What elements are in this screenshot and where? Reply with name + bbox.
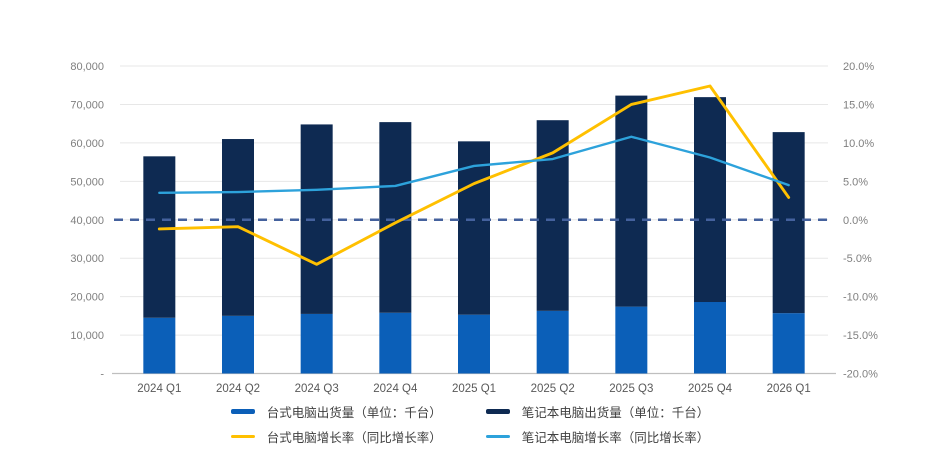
legend-label-notebook-shipments: 笔记本电脑出货量（单位：千台） — [521, 406, 710, 420]
legend-swatch-desktop-shipments — [230, 409, 255, 414]
left-axis-tick-label: 30,000 — [70, 253, 104, 265]
bar-segment-desktop — [222, 315, 254, 374]
left-axis-tick-label: - — [100, 369, 104, 381]
left-axis-tick-label: 40,000 — [70, 215, 104, 227]
bar-segment-desktop — [536, 310, 569, 374]
x-axis-category-label: 2026 Q1 — [767, 383, 811, 395]
legend-swatch-notebook-growth — [485, 435, 510, 438]
bar-segment-notebook — [143, 156, 176, 318]
desktop-growth-line — [157, 84, 791, 266]
legend-item-notebook-growth: 笔记本电脑增长率（同比增长率） — [485, 427, 710, 446]
right-axis-tick-label: -10.0% — [843, 292, 878, 304]
notebook-growth-line — [158, 135, 790, 195]
legend-label-desktop-growth: 台式电脑增长率（同比增长率） — [266, 431, 442, 445]
right-axis-tick-label: -20.0% — [843, 369, 878, 381]
right-axis-tick-label: 5.0% — [843, 176, 868, 188]
x-axis-category-label: 2025 Q3 — [609, 383, 653, 395]
legend-label-desktop-shipments: 台式电脑出货量（单位：千台） — [266, 406, 442, 420]
left-axis-tick-label: 20,000 — [70, 292, 104, 304]
x-axis-category-label: 2025 Q2 — [531, 383, 575, 395]
bar-segment-notebook — [772, 132, 805, 314]
legend-item-desktop-growth: 台式电脑增长率（同比增长率） — [230, 427, 442, 446]
legend-item-notebook-shipments: 笔记本电脑出货量（单位：千台） — [485, 402, 710, 421]
bar-segment-desktop — [772, 313, 805, 374]
left-axis-tick-label: 70,000 — [70, 99, 104, 111]
bar-segment-notebook — [536, 120, 569, 311]
bar-segment-notebook — [615, 95, 648, 307]
left-axis-tick-label: 10,000 — [70, 330, 104, 342]
left-axis-tick-label: 50,000 — [70, 176, 104, 188]
x-axis-category-label: 2025 Q1 — [452, 383, 496, 395]
legend-item-desktop-shipments: 台式电脑出货量（单位：千台） — [230, 402, 442, 421]
bar-segment-desktop — [300, 313, 333, 374]
x-axis-category-label: 2024 Q4 — [373, 383, 418, 395]
right-axis-tick-label: 20.0% — [843, 61, 874, 73]
x-axis-category-label: 2024 Q3 — [295, 383, 339, 395]
bar-segment-notebook — [458, 141, 490, 315]
bar-segment-desktop — [458, 314, 490, 374]
bar-segment-desktop — [143, 317, 176, 374]
left-axis-tick-label: 80,000 — [70, 61, 104, 73]
right-axis-tick-label: 10.0% — [843, 138, 874, 150]
legend-grid: 台式电脑出货量（单位：千台） 笔记本电脑出货量（单位：千台） 台式电脑增长率（同… — [230, 402, 710, 446]
right-axis-tick-label: 0.0% — [843, 215, 868, 227]
legend-label-notebook-growth: 笔记本电脑增长率（同比增长率） — [521, 431, 710, 445]
left-axis-tick-label: 60,000 — [70, 138, 104, 150]
bar-segment-desktop — [379, 312, 412, 374]
right-axis-tick-label: -5.0% — [843, 253, 872, 265]
right-axis-tick-label: 15.0% — [843, 99, 874, 111]
bar-segment-notebook — [694, 97, 726, 303]
legend-swatch-notebook-shipments — [485, 409, 510, 414]
right-axis-tick-label: -15.0% — [843, 330, 878, 342]
chart-legend: 台式电脑出货量（单位：千台） 笔记本电脑出货量（单位：千台） 台式电脑增长率（同… — [0, 402, 940, 446]
bar-segment-desktop — [615, 306, 648, 374]
bar-segment-desktop — [694, 302, 726, 374]
x-axis-category-label: 2024 Q1 — [137, 383, 181, 395]
x-axis-category-label: 2025 Q4 — [688, 383, 733, 395]
x-axis-category-label: 2024 Q2 — [216, 383, 260, 395]
legend-swatch-desktop-growth — [230, 435, 255, 438]
stacked-bar-line-chart: 80,000 70,000 60,000 50,000 40,000 30,000 20,0… — [70, 61, 878, 395]
